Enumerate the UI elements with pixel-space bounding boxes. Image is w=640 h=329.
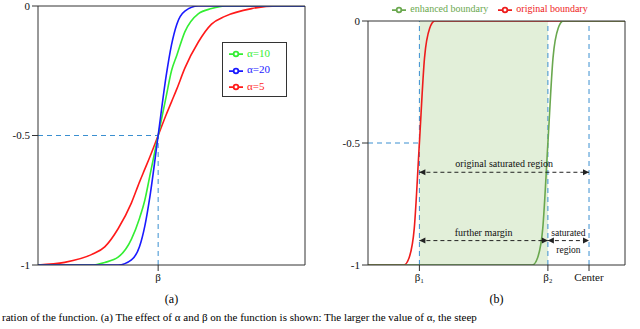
svg-text:saturated: saturated [551,228,586,238]
html-text:original boundary: original boundary [516,3,588,14]
svg-text:β₁: β₁ [415,271,425,283]
html-text:(b): (b) [489,292,504,306]
html-text:α=20: α=20 [247,63,270,76]
html-text:α=5: α=5 [247,79,265,92]
svg-text:region: region [556,245,581,255]
html-text:(a): (a) [164,292,179,306]
svg-text:0: 0 [25,0,31,12]
svg-text:0: 0 [355,15,361,27]
svg-text:-0.5: -0.5 [13,129,31,141]
html-text:α=10: α=10 [247,47,270,59]
svg-text:-1: -1 [351,259,360,271]
svg-text:further margin: further margin [455,227,513,238]
svg-text:-1: -1 [21,259,30,271]
svg-text:β₂: β₂ [543,271,553,283]
svg-text:β: β [155,271,161,283]
svg-text:-0.5: -0.5 [343,137,361,149]
svg-text:original saturated region: original saturated region [455,158,553,169]
html-text:enhanced boundary: enhanced boundary [410,3,489,14]
svg-text:Center: Center [574,271,604,283]
html-text:ration of the function. (a) Th: ration of the function. (a) The effect o… [2,311,477,323]
